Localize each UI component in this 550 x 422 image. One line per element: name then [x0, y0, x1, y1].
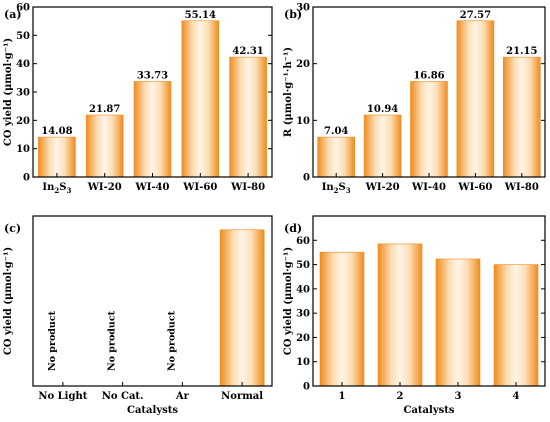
bar-WI-60 — [456, 20, 495, 178]
x-tick-label: In2S3 — [42, 182, 71, 195]
y-tick-label: 0 — [303, 173, 310, 184]
x-tick-label: WI-80 — [504, 182, 539, 193]
x-tick-label: WI-20 — [87, 182, 122, 193]
bar-WI-80 — [229, 56, 267, 178]
y-tick-label: 10 — [296, 116, 310, 127]
plot-frame — [312, 215, 546, 387]
x-tick-label: Ar — [175, 391, 190, 402]
plot-frame — [32, 215, 273, 387]
y-tick-label: 20 — [296, 59, 310, 70]
x-tick-label: 4 — [513, 391, 520, 402]
y-tick-label: 30 — [16, 88, 30, 99]
data-label: 7.04 — [324, 126, 348, 137]
bar-WI-40 — [133, 81, 172, 178]
x-axis-label: Catalysts — [403, 405, 454, 416]
panel-c: (c) No product No Light No product No Cat. No… — [3, 215, 273, 416]
x-tick-label: No Cat. — [102, 391, 144, 402]
y-tick-label: 0 — [23, 173, 30, 184]
panel-d: (d) 0 10 20 30 40 50 60 1 2 3 4 CO yield (μmol·g⁻¹) C… — [283, 215, 546, 416]
panel-label: (b) — [284, 8, 302, 21]
y-tick-label: 50 — [296, 260, 310, 271]
y-axis-label: CO yield (μmol·g⁻¹) — [3, 247, 14, 355]
bar-Normal — [219, 229, 265, 387]
bar-3 — [435, 258, 481, 387]
x-tick-label: WI-60 — [457, 182, 492, 193]
x-tick-label: WI-60 — [182, 182, 217, 193]
y-axis-label: CO yield (μmol·g⁻¹) — [283, 247, 294, 355]
y-tick-label: 30 — [296, 3, 310, 14]
data-label: 33.73 — [137, 70, 168, 81]
data-label: 42.31 — [232, 46, 263, 57]
panel-b: (b) 0 10 20 30 7.04 In2S3 10.94 WI-20 16.86 WI-40 2… — [283, 3, 546, 195]
y-tick-label: 60 — [16, 3, 30, 14]
y-tick-label: 20 — [16, 116, 30, 127]
y-tick-label: 40 — [296, 284, 310, 295]
bar-WI-40 — [410, 81, 448, 178]
bar-In2S3 — [317, 136, 356, 178]
panel-label: (d) — [284, 222, 302, 235]
x-tick-label: 1 — [339, 391, 346, 402]
y-axis-label: CO yield (μmol·g⁻¹) — [3, 38, 14, 146]
bar-2 — [377, 243, 423, 387]
bar-WI-20 — [363, 114, 402, 178]
bar-4 — [493, 264, 539, 387]
data-label: 10.94 — [367, 104, 398, 115]
y-tick-label: 10 — [16, 144, 30, 155]
y-tick-label: 40 — [16, 59, 30, 70]
x-tick-label: 2 — [397, 391, 404, 402]
x-tick-label: In2S3 — [322, 182, 351, 195]
x-tick-label: No Light — [38, 391, 87, 402]
plot-frame — [32, 6, 273, 178]
x-tick-label: Normal — [221, 391, 263, 402]
x-tick-label: WI-40 — [135, 182, 170, 193]
bar-WI-80 — [502, 56, 541, 178]
annotation-no-product: No product — [47, 310, 58, 371]
bar-WI-60 — [181, 20, 220, 178]
x-axis-label: Catalysts — [127, 405, 178, 416]
bar-WI-20 — [85, 114, 124, 178]
data-label: 21.87 — [89, 104, 120, 115]
y-tick-label: 60 — [296, 236, 310, 247]
annotation-no-product: No product — [166, 310, 177, 371]
panel-label: (c) — [4, 222, 21, 235]
plot-frame — [312, 6, 546, 178]
x-tick-label: 3 — [455, 391, 462, 402]
panel-a: (a) 0 10 20 30 40 50 60 14.08 In2S3 21.87 WI-20 33.7… — [3, 3, 273, 195]
y-tick-label: 30 — [296, 309, 310, 320]
bar-1 — [319, 251, 365, 387]
data-label: 21.15 — [506, 46, 537, 57]
data-label: 14.08 — [41, 126, 72, 137]
x-tick-label: WI-40 — [411, 182, 446, 193]
y-tick-label: 20 — [296, 333, 310, 344]
data-label: 27.57 — [460, 10, 491, 21]
data-label: 55.14 — [185, 10, 216, 21]
y-tick-label: 10 — [296, 357, 310, 368]
x-tick-label: WI-80 — [230, 182, 265, 193]
y-axis-label: R (μmol·g⁻¹·h⁻¹) — [283, 47, 294, 137]
annotation-no-product: No product — [107, 310, 118, 371]
x-tick-label: WI-20 — [365, 182, 400, 193]
y-tick-label: 0 — [303, 382, 310, 393]
panel-label: (a) — [4, 8, 22, 21]
bar-In2S3 — [38, 136, 76, 178]
data-label: 16.86 — [413, 70, 444, 81]
y-tick-label: 50 — [16, 31, 30, 42]
